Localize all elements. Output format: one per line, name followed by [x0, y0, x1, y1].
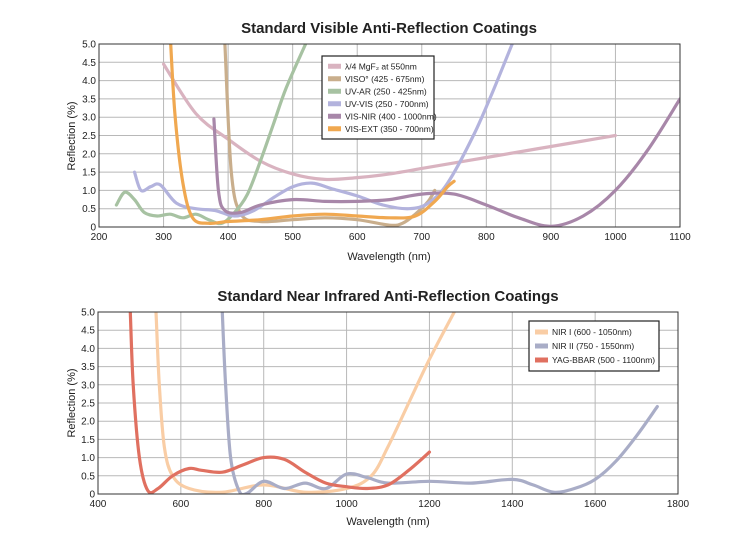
series-line-0	[154, 312, 456, 494]
y-tick-label: 1.0	[82, 186, 96, 197]
y-axis-label: Reflection (%)	[66, 368, 78, 437]
x-tick-label: 1000	[335, 499, 358, 510]
legend-swatch	[535, 357, 548, 363]
x-tick-label: 1000	[604, 232, 627, 243]
legend-label: NIR I (600 - 1050nm)	[552, 327, 632, 337]
y-tick-label: 0.5	[82, 204, 96, 215]
y-tick-label: 0	[89, 490, 95, 501]
series-line-3	[132, 44, 514, 218]
x-tick-label: 500	[284, 232, 301, 243]
y-tick-label: 4.5	[81, 326, 95, 337]
y-tick-label: 1.5	[81, 435, 95, 446]
y-tick-label: 1.5	[82, 168, 96, 179]
y-tick-label: 2.5	[82, 131, 96, 142]
series-line-5	[169, 44, 456, 226]
x-tick-label: 1100	[669, 232, 691, 243]
legend-box	[528, 320, 660, 372]
x-tick-label: 800	[478, 232, 495, 243]
legend-box	[321, 55, 435, 140]
x-axis-label: Wavelength (nm)	[347, 251, 430, 263]
y-tick-label: 4.0	[81, 344, 95, 355]
legend-label: VIS-EXT (350 - 700nm)	[345, 124, 434, 134]
legend-swatch	[328, 88, 341, 94]
x-tick-label: 1200	[418, 499, 441, 510]
x-tick-label: 900	[543, 232, 560, 243]
y-axis-label: Reflection (%)	[66, 101, 78, 170]
legend-swatch	[328, 113, 341, 119]
legend-label: λ/4 MgF₂ at 550nm	[345, 61, 417, 71]
nir-ar-chart: Standard Near Infrared Anti-Reflection C…	[66, 288, 690, 528]
legend-label: NIR II (750 - 1550nm)	[552, 341, 634, 351]
x-tick-label: 600	[173, 499, 190, 510]
chart-title: Standard Near Infrared Anti-Reflection C…	[217, 288, 558, 305]
y-tick-label: 4.5	[82, 58, 96, 69]
series-line-2	[114, 44, 308, 226]
y-tick-label: 5.0	[82, 40, 96, 51]
y-tick-label: 3.0	[82, 113, 96, 124]
y-tick-label: 1.0	[81, 453, 95, 464]
legend-label: UV-VIS (250 - 700nm)	[345, 99, 429, 109]
plot-frame	[97, 311, 679, 495]
series-line-1	[223, 44, 437, 227]
legend-swatch	[328, 76, 341, 82]
x-tick-label: 600	[349, 232, 366, 243]
x-tick-label: 200	[91, 232, 108, 243]
series-line-4	[212, 97, 680, 227]
x-tick-label: 400	[220, 232, 237, 243]
chart-title: Standard Visible Anti-Reflection Coating…	[241, 20, 537, 37]
y-tick-label: 0.5	[81, 471, 95, 482]
legend-swatch	[328, 63, 341, 69]
series-line-0	[162, 62, 617, 182]
y-tick-label: 0	[90, 223, 96, 234]
x-tick-label: 1800	[667, 499, 690, 510]
y-tick-label: 3.5	[82, 94, 96, 105]
plot-frame	[98, 43, 681, 228]
y-tick-label: 3.5	[81, 362, 95, 373]
x-tick-label: 1400	[501, 499, 524, 510]
y-tick-label: 4.0	[82, 76, 96, 87]
x-tick-label: 800	[255, 499, 272, 510]
x-axis-label: Wavelength (nm)	[346, 516, 429, 528]
x-tick-label: 700	[413, 232, 430, 243]
series-line-2	[128, 312, 431, 494]
y-tick-label: 2.5	[81, 399, 95, 410]
x-tick-label: 400	[90, 499, 107, 510]
legend-label: VIS-NIR (400 - 1000nm)	[345, 111, 437, 121]
legend-label: UV-AR (250 - 425nm)	[345, 86, 427, 96]
legend-swatch	[535, 329, 548, 335]
legend-label: VISO° (425 - 675nm)	[345, 74, 425, 84]
x-tick-label: 300	[155, 232, 172, 243]
legend-swatch	[535, 343, 548, 349]
legend-swatch	[328, 126, 341, 132]
visible-ar-chart: Standard Visible Anti-Reflection Coating…	[66, 20, 691, 263]
x-tick-label: 1600	[584, 499, 607, 510]
legend-label: YAG-BBAR (500 - 1100nm)	[552, 355, 655, 365]
y-tick-label: 5.0	[81, 308, 95, 319]
y-tick-label: 2.0	[81, 417, 95, 428]
y-tick-label: 2.0	[82, 149, 96, 160]
y-tick-label: 3.0	[81, 380, 95, 391]
legend-swatch	[328, 101, 341, 107]
